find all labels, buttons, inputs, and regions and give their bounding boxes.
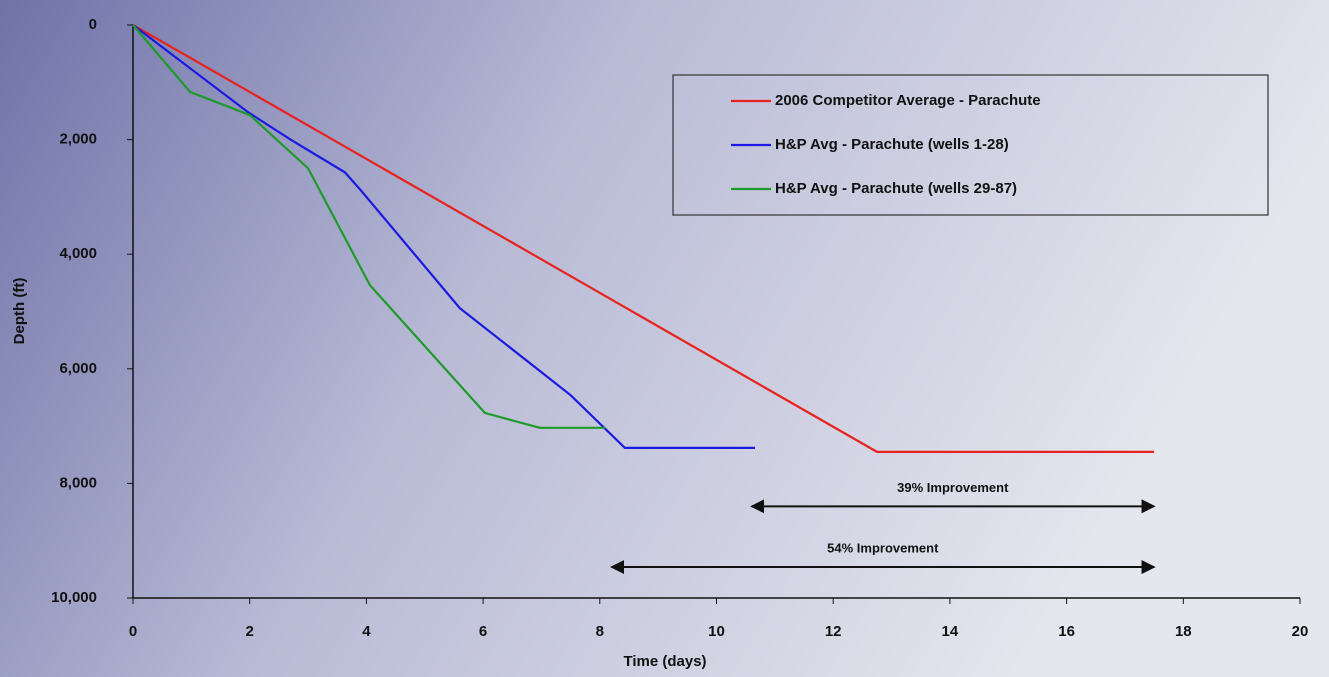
x-tick-label: 14 xyxy=(942,623,959,640)
x-tick-label: 10 xyxy=(708,623,725,640)
x-axis-label: Time (days) xyxy=(623,653,706,670)
annotation-text: 39% Improvement xyxy=(897,480,1009,495)
x-tick-label: 12 xyxy=(825,623,842,640)
x-tick-label: 18 xyxy=(1175,623,1192,640)
y-tick-label: 0 xyxy=(89,16,97,33)
y-tick-label: 8,000 xyxy=(59,474,97,491)
legend-label: H&P Avg - Parachute (wells 1-28) xyxy=(775,136,1009,153)
series-line xyxy=(132,24,606,429)
series-line xyxy=(132,24,756,449)
legend-label: H&P Avg - Parachute (wells 29-87) xyxy=(775,180,1017,197)
x-tick-label: 20 xyxy=(1292,623,1309,640)
x-tick-label: 6 xyxy=(479,623,487,640)
x-tick-label: 8 xyxy=(596,623,604,640)
y-tick-label: 6,000 xyxy=(59,360,97,377)
y-tick-label: 10,000 xyxy=(51,589,97,606)
annotation-text: 54% Improvement xyxy=(827,540,939,555)
y-axis-label: Depth (ft) xyxy=(11,278,28,345)
y-tick-label: 4,000 xyxy=(59,245,97,262)
x-tick-label: 4 xyxy=(362,623,371,640)
x-tick-label: 2 xyxy=(246,623,254,640)
x-tick-label: 0 xyxy=(129,623,137,640)
legend-box xyxy=(672,74,1269,216)
x-tick-label: 16 xyxy=(1058,623,1075,640)
y-tick-label: 2,000 xyxy=(59,131,97,148)
legend-label: 2006 Competitor Average - Parachute xyxy=(775,92,1041,109)
series-line xyxy=(132,24,1155,453)
